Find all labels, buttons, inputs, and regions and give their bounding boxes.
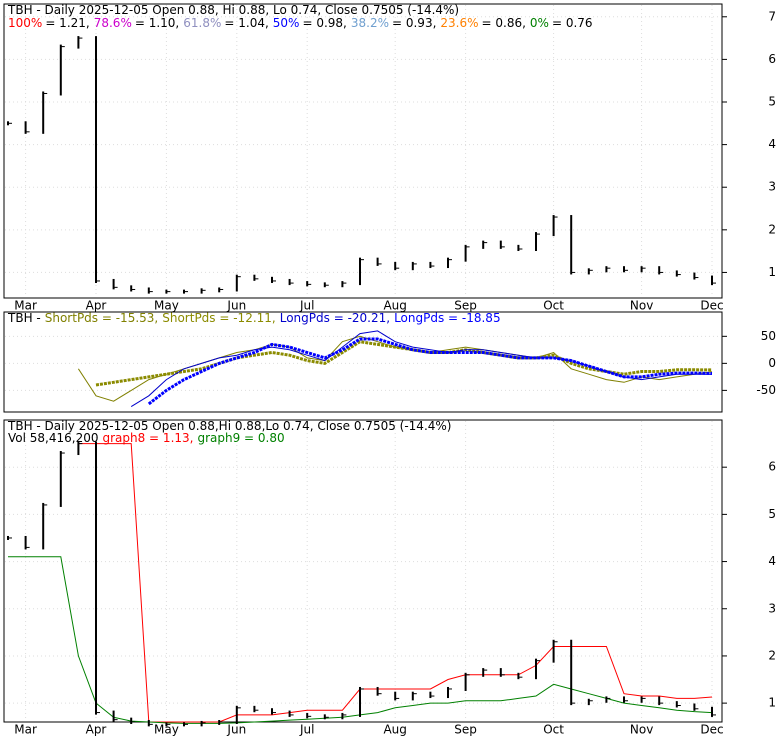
fib-value: = 0.86, xyxy=(482,16,526,30)
chart-title: TBH - Daily 2025-12-05 Open 0.88, Hi 0.8… xyxy=(7,3,459,17)
fib-label: 78.6% xyxy=(94,16,132,30)
legend-entry: ShortPds = -12.11, xyxy=(162,311,276,325)
fib-value: = 0.76 xyxy=(552,16,593,30)
legend-entry: graph8 = 1.13, xyxy=(102,431,193,445)
y-tick-label: 0 xyxy=(768,356,776,370)
fib-legend: 100% = 1.21, 78.6% = 1.10, 61.8% = 1.04, 50% = … xyxy=(8,16,593,30)
fib-label: 50% xyxy=(273,16,300,30)
y-tick-label: 6 xyxy=(768,460,776,474)
fib-label: 100% xyxy=(8,16,42,30)
y-tick-label: 6 xyxy=(768,52,776,66)
x-tick-label: Oct xyxy=(543,723,564,737)
fib-label: 38.2% xyxy=(351,16,389,30)
subtitle: Vol 58,416,200 xyxy=(8,431,98,445)
fib-value: = 1.10, xyxy=(135,16,179,30)
series-line xyxy=(78,443,713,723)
y-tick-label: 2 xyxy=(768,222,776,236)
legend-entry: LongPds = -18.85 xyxy=(394,311,501,325)
series-line xyxy=(147,337,713,406)
y-tick-label: 5 xyxy=(768,95,776,109)
x-tick-label: Apr xyxy=(86,723,107,737)
legend-prefix: TBH - xyxy=(7,311,41,325)
y-tick-label: 7 xyxy=(768,9,776,23)
legend-entry: graph9 = 0.80 xyxy=(197,431,284,445)
x-tick-label: Nov xyxy=(630,299,653,313)
y-tick-label: 2 xyxy=(768,648,776,662)
y-tick-label: 50 xyxy=(761,329,776,343)
x-tick-label: Jul xyxy=(299,723,314,737)
x-tick-label: Oct xyxy=(543,299,564,313)
fib-value: = 1.04, xyxy=(224,16,268,30)
header: TBH - Daily 2025-12-05 Open 0.88, Hi 0.8… xyxy=(7,3,459,17)
legend-entry: LongPds = -20.21, xyxy=(280,311,390,325)
x-tick-label: Nov xyxy=(630,723,653,737)
y-tick-label: 5 xyxy=(768,507,776,521)
x-tick-label: Jul xyxy=(299,299,314,313)
x-tick-label: Jun xyxy=(226,723,246,737)
price-panel xyxy=(3,3,723,299)
x-tick-label: Mar xyxy=(14,299,37,313)
y-tick-label: 3 xyxy=(768,180,776,194)
fib-value: = 0.98, xyxy=(302,16,346,30)
header: TBH - ShortPds = -15.53, ShortPds = -12.11… xyxy=(7,311,501,325)
x-tick-label: Apr xyxy=(86,299,107,313)
x-tick-label: Jun xyxy=(226,299,246,313)
y-tick-label: 4 xyxy=(768,554,776,568)
fib-value: = 1.21, xyxy=(45,16,89,30)
y-tick-label: 3 xyxy=(768,601,776,615)
volume-panel xyxy=(3,419,723,723)
fib-value: = 0.93, xyxy=(392,16,436,30)
legend-entry: ShortPds = -15.53, xyxy=(45,311,159,325)
y-tick-label: 4 xyxy=(768,137,776,151)
fib-label: 0% xyxy=(530,16,549,30)
y-tick-label: 1 xyxy=(768,696,776,710)
x-tick-label: Dec xyxy=(700,299,723,313)
x-tick-label: Sep xyxy=(454,723,477,737)
x-tick-label: Aug xyxy=(383,723,406,737)
x-tick-label: Mar xyxy=(14,723,37,737)
indicator-panel xyxy=(3,311,723,413)
fib-label: 23.6% xyxy=(440,16,478,30)
y-tick-label: 1 xyxy=(768,265,776,279)
x-tick-label: Dec xyxy=(700,723,723,737)
y-tick-label: -50 xyxy=(756,383,776,397)
chart-title: TBH - Daily 2025-12-05 Open 0.88,Hi 0.88… xyxy=(7,419,451,433)
x-tick-label: May xyxy=(154,299,179,313)
x-tick-label: May xyxy=(154,723,179,737)
x-tick-label: Aug xyxy=(383,299,406,313)
volume-legend: Vol 58,416,200 graph8 = 1.13, graph9 = 0.8… xyxy=(8,431,285,445)
fib-label: 61.8% xyxy=(183,16,221,30)
x-tick-label: Sep xyxy=(454,299,477,313)
header: TBH - Daily 2025-12-05 Open 0.88,Hi 0.88… xyxy=(7,419,451,433)
